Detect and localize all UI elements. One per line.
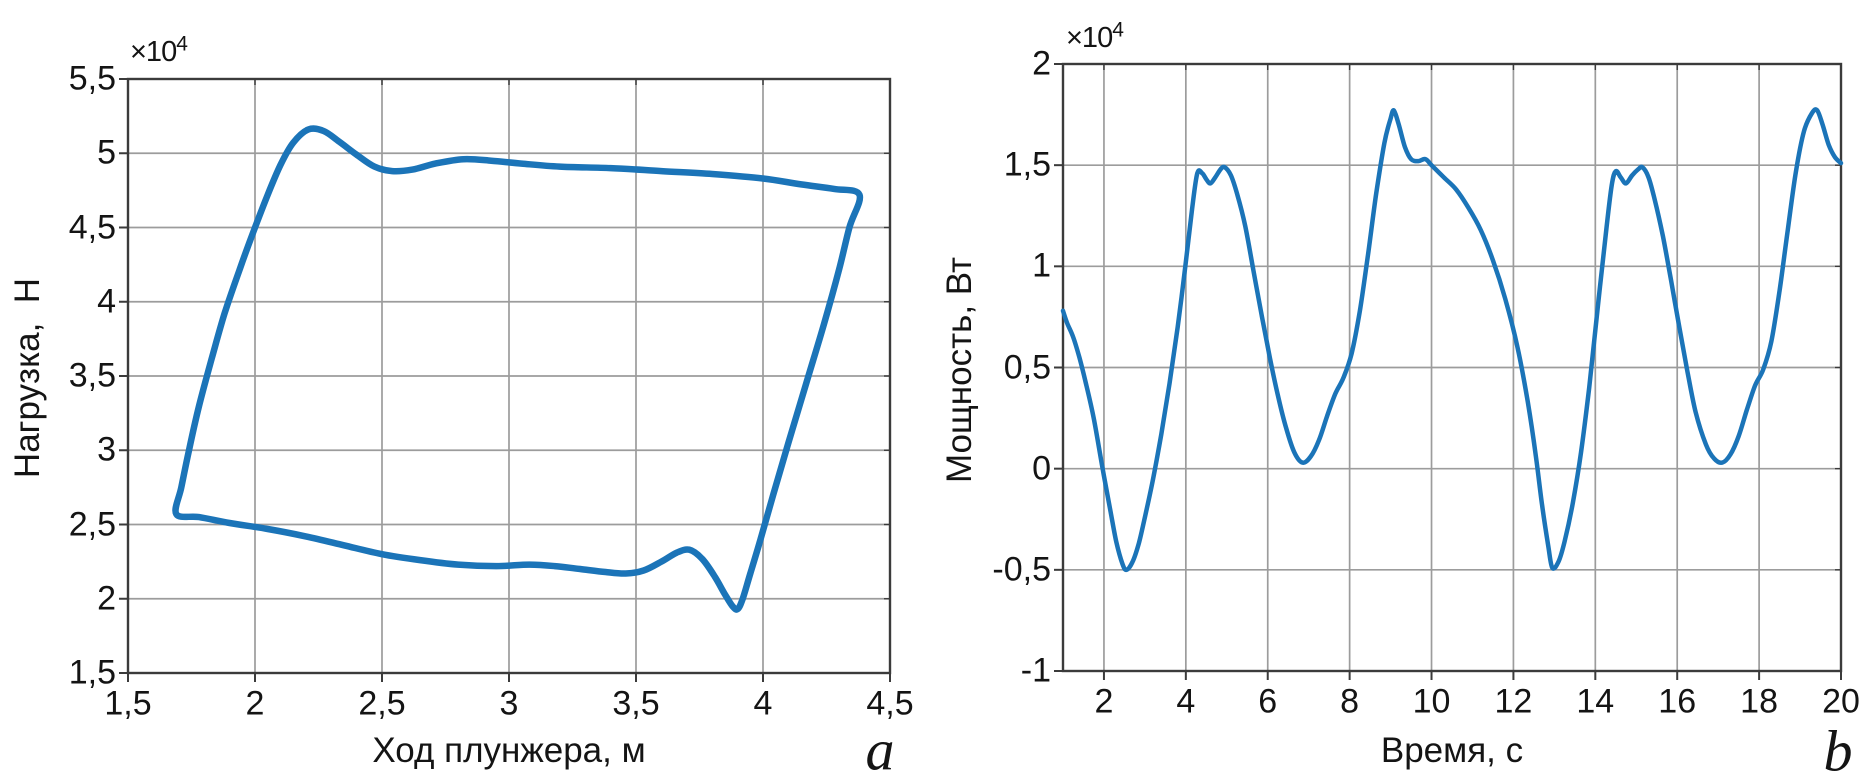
y-tick-label-b: 1 (1032, 246, 1051, 285)
exponent-power: 4 (176, 32, 188, 56)
x-tick-label-b: 4 (1176, 682, 1196, 721)
y-axis-exponent-a: ×104 (130, 33, 188, 69)
y-axis-title-b: Мощность, Вт (940, 256, 979, 484)
y-axis-title-a: Нагрузка, Н (8, 277, 47, 479)
y-tick-label-a: 3 (97, 430, 116, 469)
tick-marks-a (119, 78, 891, 682)
x-tick-label-a: 3 (499, 684, 519, 723)
exponent-mantissa: ×10 (130, 36, 177, 68)
plot-panel-b (1054, 62, 1844, 680)
exponent-mantissa: ×10 (1066, 22, 1113, 54)
x-tick-label-a: 2,5 (358, 684, 406, 723)
y-tick-label-b: -0,5 (992, 550, 1051, 589)
panel-letter-b: b (1823, 718, 1853, 778)
y-tick-label-a: 4,5 (68, 208, 116, 246)
y-tick-label-b: 1,5 (1003, 145, 1051, 184)
plot-panel-a (119, 77, 892, 682)
x-axis-title-b: Время, с (1380, 731, 1524, 770)
y-tick-label-a: 4 (97, 282, 116, 321)
exponent-power: 4 (1112, 18, 1124, 42)
y-axis-exponent-b: ×104 (1066, 19, 1124, 55)
y-tick-label-a: 1,5 (68, 653, 116, 692)
x-tick-label-b: 2 (1094, 682, 1114, 721)
y-tick-label-a: 5,5 (68, 59, 116, 98)
gridlines-a (128, 79, 890, 673)
x-tick-label-b: 8 (1340, 682, 1360, 721)
x-tick-label-a: 4,5 (866, 684, 914, 723)
x-tick-label-b: 16 (1658, 682, 1697, 721)
curve-load-vs-stroke-loop (172, 125, 864, 613)
x-tick-label-a: 1,5 (104, 684, 152, 723)
panel-letter-a: a (865, 717, 895, 778)
x-tick-label-b: 12 (1494, 682, 1533, 721)
y-tick-label-a: 2 (97, 579, 116, 618)
x-tick-label-b: 14 (1576, 682, 1615, 721)
tick-marks-b (1054, 63, 1842, 680)
y-tick-label-b: -1 (1020, 651, 1051, 690)
x-tick-label-a: 2 (245, 684, 265, 723)
y-tick-label-b: 0 (1032, 449, 1051, 488)
gridlines-b (1063, 64, 1841, 671)
x-tick-label-b: 10 (1412, 682, 1451, 721)
y-tick-label-a: 3,5 (68, 356, 116, 395)
y-tick-label-b: 2 (1032, 44, 1051, 83)
x-tick-label-b: 18 (1740, 682, 1779, 721)
y-tick-label-a: 2,5 (68, 505, 116, 543)
y-tick-label-a: 5 (97, 133, 116, 172)
x-tick-label-a: 3,5 (612, 684, 660, 723)
x-tick-label-b: 20 (1822, 682, 1860, 721)
x-tick-label-a: 4 (753, 684, 773, 723)
y-tick-label-b: 0,5 (1003, 348, 1051, 386)
curve-power-vs-time (1060, 107, 1844, 573)
x-axis-title-a: Ход плунжера, м (372, 731, 646, 770)
x-tick-label-b: 6 (1258, 682, 1278, 721)
